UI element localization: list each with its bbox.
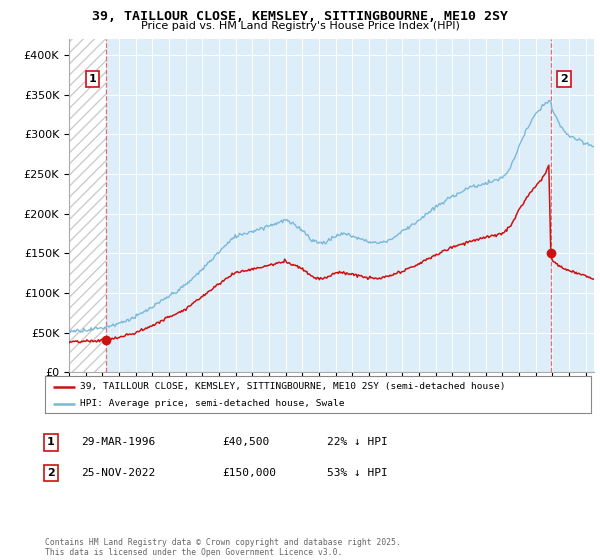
- Text: 25-NOV-2022: 25-NOV-2022: [81, 468, 155, 478]
- Text: 1: 1: [47, 437, 55, 447]
- Text: HPI: Average price, semi-detached house, Swale: HPI: Average price, semi-detached house,…: [80, 399, 345, 408]
- Bar: [69, 39, 106, 372]
- Text: 1: 1: [89, 74, 97, 84]
- Text: 22% ↓ HPI: 22% ↓ HPI: [327, 437, 388, 447]
- Text: Contains HM Land Registry data © Crown copyright and database right 2025.
This d: Contains HM Land Registry data © Crown c…: [45, 538, 401, 557]
- Text: 29-MAR-1996: 29-MAR-1996: [81, 437, 155, 447]
- Text: 2: 2: [47, 468, 55, 478]
- Text: 39, TAILLOUR CLOSE, KEMSLEY, SITTINGBOURNE, ME10 2SY (semi-detached house): 39, TAILLOUR CLOSE, KEMSLEY, SITTINGBOUR…: [80, 382, 506, 391]
- Text: Price paid vs. HM Land Registry's House Price Index (HPI): Price paid vs. HM Land Registry's House …: [140, 21, 460, 31]
- Text: 39, TAILLOUR CLOSE, KEMSLEY, SITTINGBOURNE, ME10 2SY: 39, TAILLOUR CLOSE, KEMSLEY, SITTINGBOUR…: [92, 10, 508, 23]
- Text: 53% ↓ HPI: 53% ↓ HPI: [327, 468, 388, 478]
- Text: £150,000: £150,000: [222, 468, 276, 478]
- Text: £40,500: £40,500: [222, 437, 269, 447]
- Text: 2: 2: [560, 74, 568, 84]
